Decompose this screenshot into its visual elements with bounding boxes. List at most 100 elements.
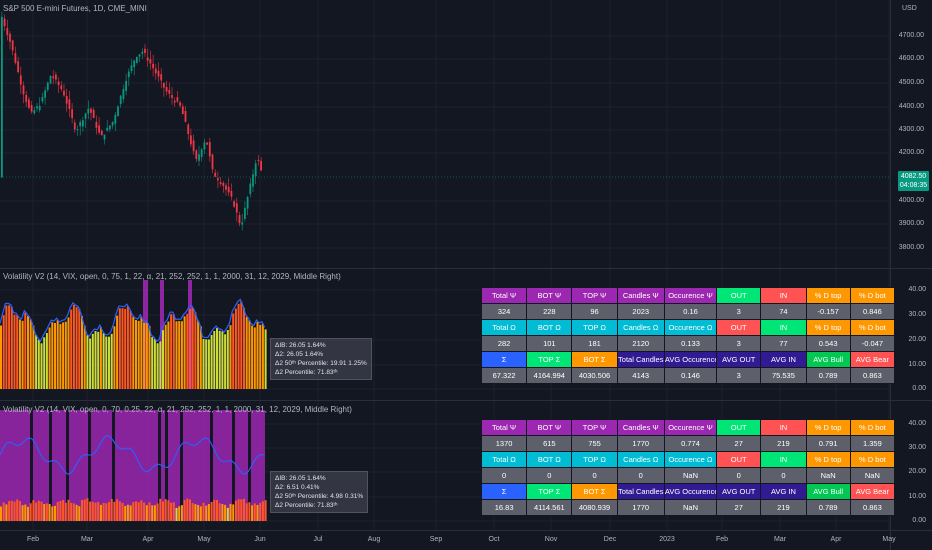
volatility-bar [170,314,173,389]
table-cell: -0.157 [805,303,851,320]
volatility-bar [234,500,237,521]
volatility-bar [221,504,224,521]
bar-countdown: 04:08:35 [899,182,928,189]
volatility-bar [132,316,135,389]
indicator1-tooltip: ΔIB: 26.05 1.64% Δ2: 26.05 1.64% Δ2 50ᵗʰ… [270,338,372,380]
volatility-bar [89,338,92,389]
candle-body [203,142,206,150]
volatility-bar [94,331,97,389]
table-cell: % D bot [849,319,896,336]
table-cell: Occurence Ψ [663,419,718,436]
candle-body [146,57,149,61]
volatility-bar [143,322,146,389]
volatility-bar [83,325,86,389]
table-cell: AVG Bear [849,351,896,368]
table-row: 282 101 181 2120 0.133 3 77 0.543 -0.047 [480,335,896,352]
volatility-bar [259,503,262,521]
table-cell: % D bot [849,451,896,468]
table-cell: 0.146 [663,367,718,384]
volatility-line [0,298,266,343]
candle-body [6,27,9,36]
table-cell: 219 [760,435,807,452]
candle-body [254,163,257,177]
volatility-bar [186,498,189,521]
table-cell: Candles Ω [616,319,665,336]
candle-body [200,149,203,157]
volatility-bar [199,506,202,521]
volatility-bar [54,505,56,521]
volatility-bar [45,503,48,521]
table-cell: 0.863 [849,367,896,384]
table-cell: Σ [480,483,528,500]
table-cell: 0.774 [663,435,718,452]
volatility-bar [56,320,59,389]
symbol-title[interactable]: S&P 500 E-mini Futures, 1D, CME_MINI [3,4,147,13]
candle-body [152,63,154,69]
volatility-bar [110,333,113,389]
volatility-bar [16,315,19,389]
table-cell: 1770 [616,499,665,516]
volatility-bar [218,330,221,389]
volatility-bar [105,503,108,521]
volatility-bar [48,327,51,389]
table-row: Total Ω BOT Ω TOP Ω Candles Ω Occurence Ω OUT… [480,451,896,468]
time-axis-label: Dec [603,536,617,543]
volatility-bar [164,324,167,389]
volatility-bar [121,308,124,389]
time-axis-label: Jun [254,536,266,543]
candle-body [206,142,208,145]
indicator2-title[interactable]: Volatility V2 (14, VIX, open, 0, 70, 0.2… [3,405,352,414]
table-cell: 1.359 [849,435,896,452]
time-axis-label: 2023 [659,536,675,543]
table-cell: % D top [805,287,851,304]
volatility-bar [237,303,240,389]
volatility-bar [251,325,254,389]
table-cell: Occurence Ω [663,451,718,468]
table-cell: 282 [480,335,528,352]
indicator1-title[interactable]: Volatility V2 (14, VIX, open, 0, 75, 1, … [3,272,341,281]
volatility-bar [29,319,32,389]
volatility-bar [21,320,24,389]
candle-body [257,160,260,162]
table-cell: 0.791 [805,435,851,452]
volatility-bar [64,502,67,521]
volatility-bar [0,506,2,521]
table-cell: 0 [526,467,573,484]
volatility-bar [145,505,148,521]
volatility-bar [118,501,121,521]
candle-body [214,172,217,177]
volatility-bar [226,507,229,521]
table-cell: Candles Ψ [616,287,665,304]
volatility-bar [8,501,11,521]
candle-body [190,135,192,145]
pane-divider-1[interactable] [0,268,932,269]
table-cell: NaN [663,499,718,516]
candle-body [252,174,254,187]
volatility-bar [234,308,237,389]
volatility-bar [253,327,256,389]
volatility-bar [116,315,119,389]
currency-label[interactable]: USD [902,5,917,12]
candle-body [73,122,76,130]
time-axis-label: Apr [142,536,154,543]
candle-body [238,215,241,224]
table-cell: IN [760,287,807,304]
table-cell: 96 [571,303,618,320]
candle-body [244,207,246,219]
time-axis-label: Nov [544,536,558,543]
volatility-bar [207,504,210,521]
volatility-bar [210,501,213,521]
table-cell: IN [760,451,807,468]
volatility-bar [261,501,264,521]
table-cell: NaN [663,467,718,484]
volatility-bar [64,321,67,389]
candle-body [57,81,60,86]
volatility-bar [10,306,13,389]
volatility-bar [248,502,251,521]
volatility-bar [264,329,267,389]
table-cell: IN [760,319,807,336]
candle-body [84,113,87,119]
pane-divider-2[interactable] [0,400,932,401]
volatility-bar [240,301,243,389]
